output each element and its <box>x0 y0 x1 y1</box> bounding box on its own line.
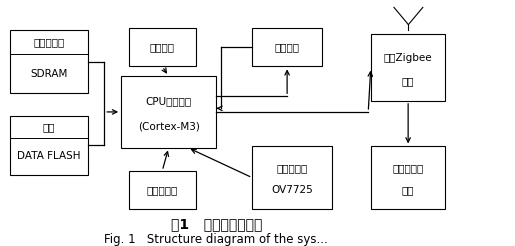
Bar <box>10 30 88 93</box>
Text: 外部存储器: 外部存储器 <box>33 37 64 47</box>
Bar <box>129 28 196 66</box>
Text: (Cortex-M3): (Cortex-M3) <box>138 121 200 131</box>
Text: 红外探测器: 红外探测器 <box>147 185 178 195</box>
Text: 图像传感器: 图像传感器 <box>277 163 308 173</box>
Bar <box>129 171 196 209</box>
Text: 图1   系统总体结构图: 图1 系统总体结构图 <box>170 217 262 231</box>
Text: CPU处理模块: CPU处理模块 <box>146 96 192 106</box>
Text: OV7725: OV7725 <box>271 185 313 195</box>
Text: 外部: 外部 <box>43 122 55 132</box>
Text: Fig. 1   Structure diagram of the sys...: Fig. 1 Structure diagram of the sys... <box>105 233 328 246</box>
Text: DATA FLASH: DATA FLASH <box>17 151 81 161</box>
Text: 无线Zigbee: 无线Zigbee <box>384 53 433 63</box>
Text: 温度传感器: 温度传感器 <box>392 163 424 173</box>
Bar <box>371 34 445 101</box>
Bar <box>10 116 88 175</box>
Bar <box>121 76 216 148</box>
Text: 电源模块: 电源模块 <box>150 42 175 52</box>
Text: 模块: 模块 <box>402 185 415 195</box>
Bar <box>252 146 332 209</box>
Text: 电机运动: 电机运动 <box>274 42 300 52</box>
Text: 模块: 模块 <box>402 76 415 86</box>
Bar <box>252 28 322 66</box>
Text: SDRAM: SDRAM <box>30 69 67 79</box>
Bar <box>371 146 445 209</box>
